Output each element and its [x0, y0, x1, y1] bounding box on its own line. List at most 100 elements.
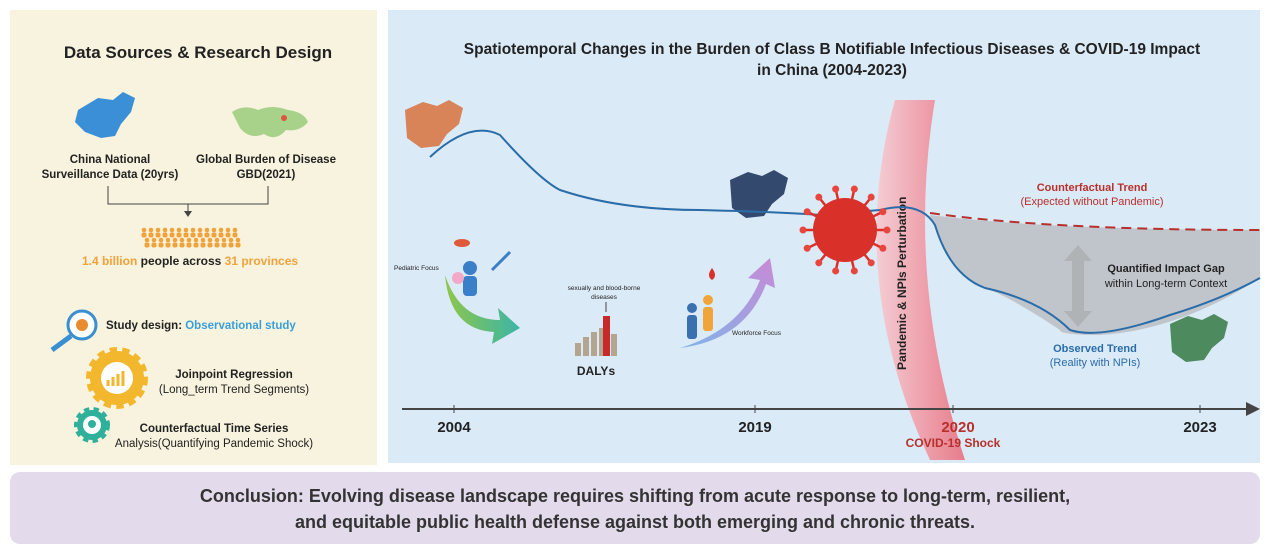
virus-spike-tip [867, 193, 875, 201]
virus-spike-tip [799, 226, 807, 234]
person-body [214, 242, 220, 248]
person-body [211, 232, 217, 238]
person-body [165, 242, 171, 248]
observed-title: Observed Trend [1053, 343, 1137, 355]
virus-spike [834, 190, 840, 202]
person-head [193, 237, 199, 243]
virus-spike [819, 252, 828, 263]
person-body [183, 232, 189, 238]
person-head [155, 227, 161, 233]
std-label: sexually and blood-borne [568, 285, 641, 292]
virus-spike [819, 197, 828, 208]
person-body [151, 242, 157, 248]
counterfactual-desc: (Expected without Pandemic) [1020, 196, 1163, 208]
person-body [141, 232, 147, 238]
virus-spike [862, 252, 871, 263]
person-body [148, 232, 154, 238]
person-body [207, 242, 213, 248]
workforce-label: Workforce Focus [732, 330, 782, 337]
pediatric-arrow [445, 275, 520, 344]
china-map-2023 [1170, 314, 1228, 362]
person-head [214, 237, 220, 243]
person-body [197, 232, 203, 238]
method-desc: Analysis(Quantifying Pandemic Shock) [115, 438, 313, 450]
person-head [141, 227, 147, 233]
conclusion-text: and equitable public health defense agai… [295, 512, 975, 532]
person-body [162, 232, 168, 238]
person-body [176, 232, 182, 238]
virus-spike [834, 258, 840, 270]
magnifier-handle [50, 333, 73, 353]
virus-spike-tip [867, 259, 875, 267]
method-title: Counterfactual Time Series [140, 423, 289, 435]
china-map [75, 92, 135, 138]
person-head [158, 237, 164, 243]
person-body [155, 232, 161, 238]
pill-icon [454, 239, 470, 247]
person-head [235, 237, 241, 243]
main-title: in China (2004-2023) [757, 62, 907, 79]
person-body [232, 232, 238, 238]
worker-icon [687, 315, 697, 339]
person-body [186, 242, 192, 248]
gear-icon [88, 420, 96, 428]
person-head [218, 227, 224, 233]
year-label: 2020 [941, 419, 974, 436]
virus-spike-tip [850, 185, 858, 193]
person-body [169, 232, 175, 238]
virus-spike [862, 197, 871, 208]
person-head [228, 237, 234, 243]
person-head [211, 227, 217, 233]
virus-spike [808, 211, 819, 219]
dalys-bars [575, 316, 617, 356]
virus-spike-tip [879, 244, 887, 252]
child-icon [463, 276, 477, 296]
population-middle: people across [137, 254, 224, 268]
method-title: Joinpoint Regression [175, 369, 293, 381]
syringe-icon [490, 250, 512, 272]
std-label: diseases [591, 294, 617, 301]
person-head [200, 237, 206, 243]
pediatric-label: Pediatric Focus [394, 265, 440, 272]
people-icons [141, 227, 241, 248]
conclusion-panel [10, 472, 1260, 544]
worker-icon [703, 295, 713, 305]
study-design-label: Study design: [106, 320, 185, 332]
population-text: 1.4 billion people across 31 provinces [82, 254, 298, 268]
pandemic-band [876, 100, 965, 460]
person-body [193, 242, 199, 248]
person-head [151, 237, 157, 243]
person-body [190, 232, 196, 238]
left-title: Data Sources & Research Design [64, 43, 332, 62]
study-design-value: Observational study [185, 320, 296, 332]
gap-title: Quantified Impact Gap [1107, 263, 1225, 275]
china-map-2019 [730, 170, 788, 218]
child-icon [452, 272, 464, 284]
workforce-arrow [680, 258, 775, 348]
impact-gap [930, 215, 1260, 335]
person-head [204, 227, 210, 233]
person-body [172, 242, 178, 248]
person-body [235, 242, 241, 248]
child-icon [463, 261, 477, 275]
person-head [176, 227, 182, 233]
person-body [179, 242, 185, 248]
magnifier-virus [76, 319, 88, 331]
blood-drop [709, 268, 715, 280]
person-head [165, 237, 171, 243]
virus-spike-tip [879, 208, 887, 216]
counterfactual-title: Counterfactual Trend [1037, 182, 1148, 194]
observed-line [429, 129, 1261, 334]
virus-spike [871, 211, 882, 219]
source-text: Global Burden of Disease [196, 154, 336, 166]
year-label: 2004 [437, 419, 471, 436]
person-body [228, 242, 234, 248]
person-head [179, 237, 185, 243]
world-map [232, 107, 308, 138]
perturbation-label: Pandemic & NPIs Perturbation [895, 197, 909, 370]
person-body [221, 242, 227, 248]
source-text: China National [70, 154, 151, 166]
person-head [183, 227, 189, 233]
